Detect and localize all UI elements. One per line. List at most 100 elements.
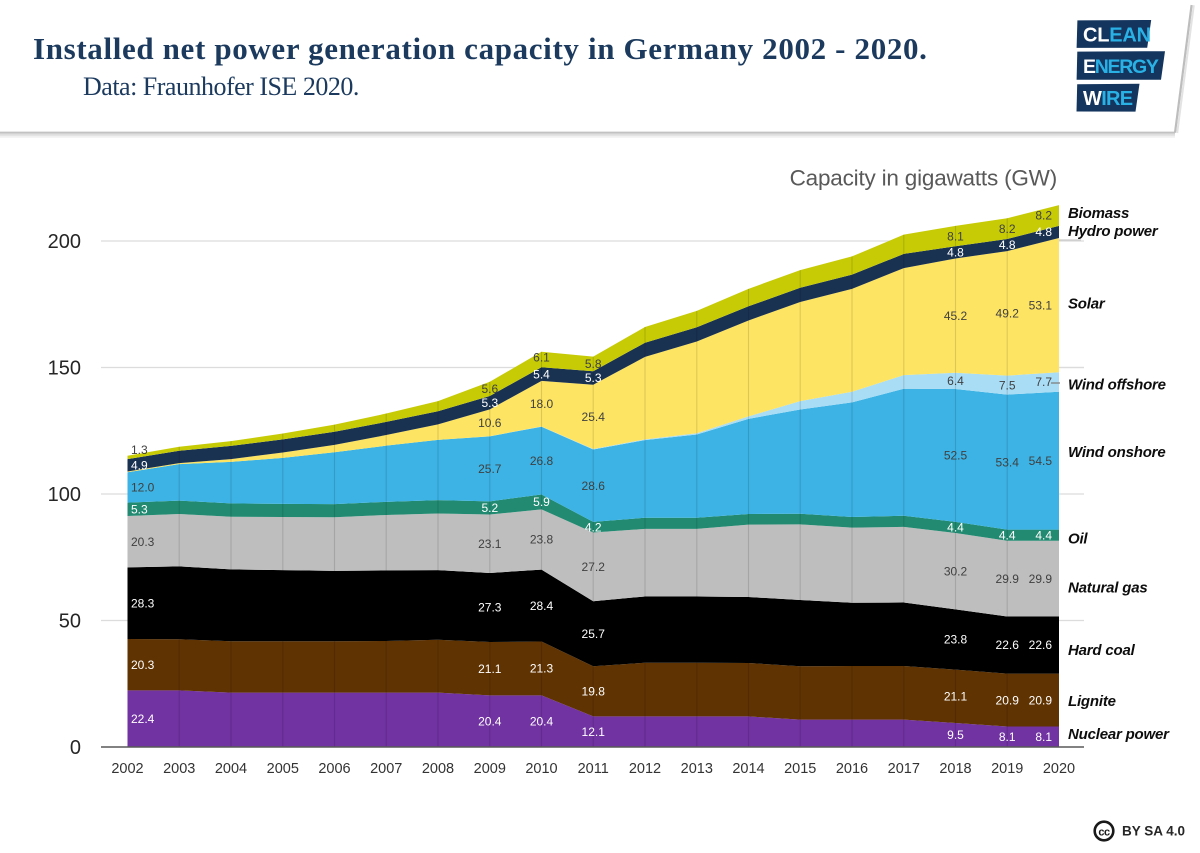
svg-text:28.3: 28.3 bbox=[131, 596, 155, 610]
svg-text:2005: 2005 bbox=[267, 761, 299, 777]
svg-text:19.8: 19.8 bbox=[582, 685, 606, 699]
svg-text:22.6: 22.6 bbox=[1029, 638, 1053, 652]
svg-text:8.2: 8.2 bbox=[999, 222, 1016, 236]
svg-text:50: 50 bbox=[59, 611, 81, 633]
svg-text:8.1: 8.1 bbox=[947, 229, 964, 243]
svg-text:4.8: 4.8 bbox=[999, 238, 1016, 252]
svg-text:8.2: 8.2 bbox=[1035, 209, 1052, 223]
svg-text:7.5: 7.5 bbox=[999, 378, 1016, 392]
svg-text:29.9: 29.9 bbox=[996, 572, 1020, 586]
svg-text:20.3: 20.3 bbox=[131, 535, 155, 549]
svg-text:54.5: 54.5 bbox=[1029, 454, 1053, 468]
svg-text:20.4: 20.4 bbox=[478, 714, 502, 728]
svg-text:5.3: 5.3 bbox=[585, 371, 602, 385]
svg-text:Oil: Oil bbox=[1068, 530, 1088, 547]
svg-text:21.1: 21.1 bbox=[478, 662, 502, 676]
svg-text:2013: 2013 bbox=[681, 761, 713, 777]
svg-text:25.7: 25.7 bbox=[582, 627, 606, 641]
svg-text:28.4: 28.4 bbox=[530, 599, 554, 613]
svg-text:2017: 2017 bbox=[888, 761, 920, 777]
svg-text:53.4: 53.4 bbox=[996, 455, 1020, 469]
svg-text:1.3: 1.3 bbox=[131, 443, 148, 457]
svg-text:25.4: 25.4 bbox=[582, 410, 606, 424]
svg-text:2015: 2015 bbox=[784, 761, 816, 777]
svg-text:cc: cc bbox=[1098, 826, 1110, 838]
svg-text:2008: 2008 bbox=[422, 761, 454, 777]
svg-text:53.1: 53.1 bbox=[1029, 298, 1053, 312]
svg-text:5.3: 5.3 bbox=[481, 396, 498, 410]
svg-text:2004: 2004 bbox=[215, 761, 247, 777]
svg-text:6.1: 6.1 bbox=[533, 351, 550, 365]
svg-text:5.9: 5.9 bbox=[533, 495, 550, 509]
svg-text:45.2: 45.2 bbox=[944, 309, 968, 323]
svg-text:Natural gas: Natural gas bbox=[1068, 579, 1148, 596]
svg-text:18.0: 18.0 bbox=[530, 397, 554, 411]
svg-text:4.4: 4.4 bbox=[947, 521, 964, 535]
svg-text:CLEAN: CLEAN bbox=[1083, 25, 1151, 47]
svg-text:8.1: 8.1 bbox=[999, 730, 1016, 744]
svg-text:Biomass: Biomass bbox=[1068, 205, 1129, 222]
svg-text:4.4: 4.4 bbox=[1035, 528, 1052, 542]
svg-text:100: 100 bbox=[48, 484, 81, 506]
svg-text:Hard coal: Hard coal bbox=[1068, 642, 1136, 659]
svg-text:27.2: 27.2 bbox=[582, 560, 606, 574]
svg-text:25.7: 25.7 bbox=[478, 462, 502, 476]
svg-text:2009: 2009 bbox=[474, 761, 506, 777]
svg-text:5.8: 5.8 bbox=[585, 357, 602, 371]
svg-text:BY SA 4.0: BY SA 4.0 bbox=[1122, 824, 1185, 839]
svg-text:5.2: 5.2 bbox=[481, 501, 498, 515]
svg-text:2006: 2006 bbox=[318, 761, 350, 777]
svg-text:10.6: 10.6 bbox=[478, 416, 502, 430]
svg-text:4.9: 4.9 bbox=[131, 459, 148, 473]
svg-text:Lignite: Lignite bbox=[1068, 693, 1116, 710]
svg-text:23.8: 23.8 bbox=[530, 533, 554, 547]
svg-text:200: 200 bbox=[48, 231, 81, 253]
svg-text:29.9: 29.9 bbox=[1029, 572, 1053, 586]
svg-text:Solar: Solar bbox=[1068, 295, 1106, 312]
svg-text:2018: 2018 bbox=[939, 761, 971, 777]
svg-text:Capacity in gigawatts (GW): Capacity in gigawatts (GW) bbox=[790, 165, 1057, 190]
svg-text:23.1: 23.1 bbox=[478, 537, 502, 551]
svg-text:52.5: 52.5 bbox=[944, 449, 968, 463]
svg-text:27.3: 27.3 bbox=[478, 601, 502, 615]
svg-text:2014: 2014 bbox=[732, 761, 764, 777]
svg-text:4.4: 4.4 bbox=[999, 528, 1016, 542]
svg-text:4.2: 4.2 bbox=[585, 520, 602, 534]
svg-text:26.8: 26.8 bbox=[530, 454, 554, 468]
svg-text:12.0: 12.0 bbox=[131, 481, 155, 495]
svg-text:6.4: 6.4 bbox=[947, 374, 964, 388]
svg-text:20.9: 20.9 bbox=[1029, 693, 1053, 707]
svg-text:9.5: 9.5 bbox=[947, 728, 964, 742]
svg-text:20.9: 20.9 bbox=[996, 693, 1020, 707]
svg-text:2020: 2020 bbox=[1043, 761, 1075, 777]
svg-text:22.4: 22.4 bbox=[131, 712, 155, 726]
svg-text:5.3: 5.3 bbox=[131, 503, 148, 517]
svg-text:4.8: 4.8 bbox=[1035, 225, 1052, 239]
svg-text:Wind onshore: Wind onshore bbox=[1068, 444, 1165, 461]
svg-text:22.6: 22.6 bbox=[996, 638, 1020, 652]
svg-text:2007: 2007 bbox=[370, 761, 402, 777]
svg-text:23.8: 23.8 bbox=[944, 633, 968, 647]
svg-text:49.2: 49.2 bbox=[996, 307, 1020, 321]
svg-text:2002: 2002 bbox=[111, 761, 143, 777]
svg-text:8.1: 8.1 bbox=[1035, 730, 1052, 744]
svg-text:5.6: 5.6 bbox=[481, 382, 498, 396]
svg-text:ENERGY: ENERGY bbox=[1083, 56, 1159, 78]
svg-text:0: 0 bbox=[70, 737, 81, 759]
svg-text:150: 150 bbox=[48, 358, 81, 380]
svg-text:12.1: 12.1 bbox=[582, 725, 606, 739]
svg-text:2019: 2019 bbox=[991, 761, 1023, 777]
svg-text:Wind offshore: Wind offshore bbox=[1068, 376, 1166, 393]
svg-text:2016: 2016 bbox=[836, 761, 868, 777]
svg-text:2012: 2012 bbox=[629, 761, 661, 777]
svg-text:2011: 2011 bbox=[578, 761, 609, 777]
svg-text:21.3: 21.3 bbox=[530, 662, 554, 676]
svg-text:Nuclear power: Nuclear power bbox=[1068, 726, 1170, 743]
svg-text:21.1: 21.1 bbox=[944, 690, 968, 704]
svg-text:2010: 2010 bbox=[525, 761, 557, 777]
svg-text:5.4: 5.4 bbox=[533, 367, 550, 381]
svg-text:28.6: 28.6 bbox=[582, 479, 606, 493]
svg-text:Hydro power: Hydro power bbox=[1068, 223, 1159, 240]
svg-text:7.7: 7.7 bbox=[1035, 375, 1052, 389]
svg-text:20.3: 20.3 bbox=[131, 658, 155, 672]
